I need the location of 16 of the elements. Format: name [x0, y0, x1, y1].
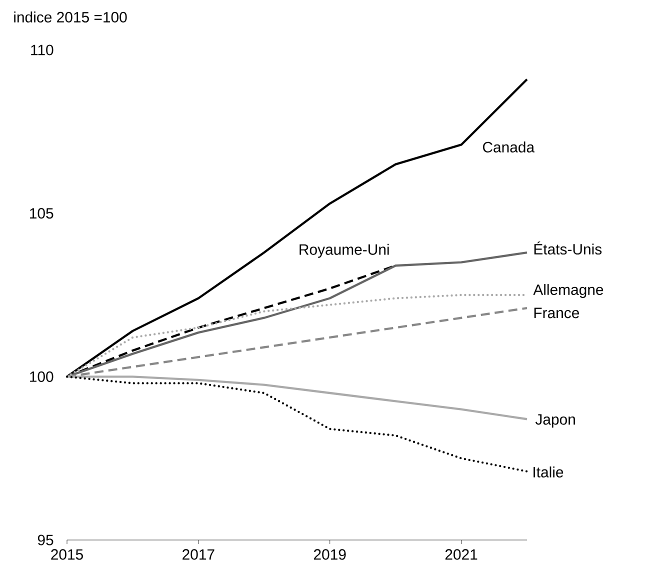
series-label: Allemagne — [533, 284, 604, 298]
series-label: États-Unis — [534, 241, 602, 255]
series-label: Canada — [482, 142, 535, 152]
y-tick-label: 105 — [30, 208, 54, 219]
y-tick-label: 95 — [38, 534, 54, 546]
series-label: Royaume-Uni — [300, 244, 389, 258]
series-label: Japon — [535, 414, 575, 428]
y-axis-title: indice 2015 =100 — [14, 12, 127, 22]
x-tick-label: 2017 — [182, 549, 214, 560]
y-tick-label: 110 — [31, 44, 54, 56]
series-label: Italie — [534, 466, 564, 478]
x-tick-label: 2019 — [314, 549, 346, 560]
y-tick-label: 100 — [30, 371, 54, 382]
x-tick-label: 2015 — [51, 549, 83, 560]
x-tick-label: 2021 — [445, 549, 478, 560]
series-label: France — [534, 308, 580, 318]
